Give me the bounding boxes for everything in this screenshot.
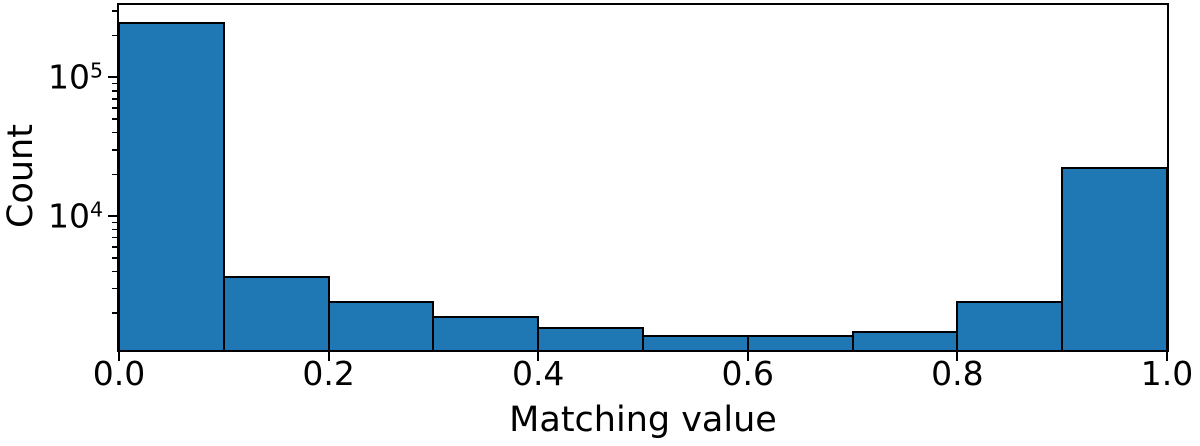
histogram-bar [327,300,435,352]
y-minor-tick [112,34,117,37]
y-minor-tick [112,246,117,248]
y-tick-label: 105 [47,57,103,97]
y-minor-tick [112,312,117,314]
histogram-bar [1061,167,1168,352]
y-tick [108,215,117,218]
x-tick [118,352,120,361]
x-tick [537,352,540,361]
y-minor-tick [112,270,117,273]
histogram-bar [432,316,540,352]
y-minor-tick [112,257,117,259]
histogram-bar [851,330,959,352]
x-tick-label: 1.0 [1140,354,1194,393]
y-minor-tick [112,287,117,290]
x-tick-label: 0.0 [92,354,146,393]
y-minor-tick [112,221,117,224]
y-minor-tick [112,10,117,12]
histogram-bar [118,22,225,352]
x-tick-label: 0.2 [302,354,355,393]
x-tick [746,352,749,361]
y-minor-tick [112,98,117,100]
y-minor-tick [112,173,117,176]
x-tick-label: 0.6 [721,354,775,393]
y-minor-tick [112,82,117,85]
y-tick [108,76,117,79]
histogram-bar [746,334,854,352]
y-tick-label: 104 [47,196,103,236]
y-minor-tick [112,149,117,151]
x-tick-label: 0.4 [511,354,565,393]
histogram-bar [537,326,644,352]
y-minor-tick [112,90,117,92]
histogram-bar [956,300,1064,352]
y-minor-tick [112,131,117,134]
x-tick [1166,352,1168,361]
y-minor-tick [112,228,117,231]
x-tick-label: 0.8 [931,354,984,393]
histogram-bar [222,276,330,352]
y-minor-tick [112,118,117,120]
y-minor-tick [112,236,117,239]
x-axis-label: Matching value [509,400,777,440]
x-tick [956,352,959,361]
y-minor-tick [112,107,117,109]
histogram-bar [642,334,749,352]
x-tick [327,352,330,361]
